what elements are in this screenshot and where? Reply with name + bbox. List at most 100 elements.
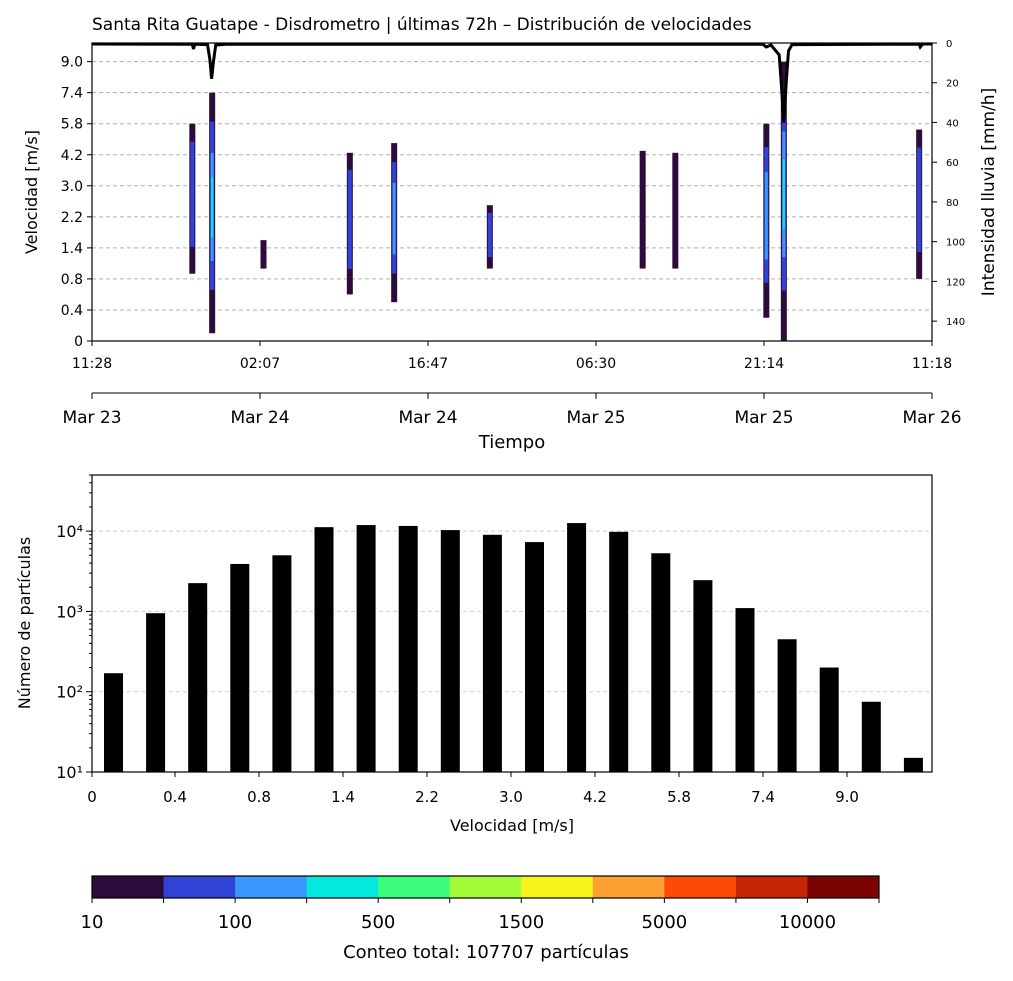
speed-bar: [146, 613, 166, 772]
right-tick-label: 60: [946, 158, 959, 169]
bottom-xlabel: Velocidad [m/s]: [450, 816, 574, 835]
top-y-tick-label: 3.0: [61, 179, 83, 195]
colorbar-swatch: [735, 876, 808, 898]
date-tick-label: Mar 24: [398, 408, 457, 428]
speed-event-peak: [211, 176, 214, 238]
top-y-tick-label: 5.8: [61, 117, 83, 133]
top-y-tick-label: 2.2: [61, 210, 83, 226]
colorbar-label: 10: [81, 912, 104, 933]
bottom-x-axis: 0 0.4 0.8 1.4 2.2 3.0 4.2 5.8 7.4 9.0: [87, 772, 859, 806]
top-y-tick-label: 1.4: [61, 241, 83, 257]
colorbar-swatch: [378, 876, 451, 898]
top-plot-frame: [91, 42, 933, 342]
speed-bar: [903, 757, 923, 772]
colorbar-label: 100: [218, 912, 252, 933]
speed-event-base: [672, 152, 679, 269]
right-tick-label: 20: [946, 79, 959, 90]
speed-bar: [272, 555, 292, 772]
speed-bar: [482, 534, 502, 772]
date-tick-label: Mar 26: [902, 408, 961, 428]
bottom-x-tick-label: 5.8: [667, 788, 691, 806]
speed-events: [189, 61, 923, 341]
right-tick-label: 40: [946, 118, 959, 129]
speed-bar: [651, 553, 671, 772]
colorbar-swatch: [235, 876, 308, 898]
speed-event-peak: [782, 159, 785, 230]
speed-event-base: [639, 150, 646, 269]
date-tick-label: Mar 25: [734, 408, 793, 428]
speed-bar: [693, 580, 713, 772]
bottom-grid: [92, 530, 932, 693]
colorbar-swatch: [807, 876, 880, 898]
top-y-tick-label: 0.4: [61, 303, 83, 319]
colorbar-swatch: [521, 876, 594, 898]
bottom-y-tick-label: 10⁴: [56, 522, 83, 541]
speed-bar: [314, 527, 334, 772]
date-tick-label: Mar 24: [230, 408, 289, 428]
speed-bar: [525, 542, 544, 772]
colorbar-frame: [91, 875, 880, 899]
speed-bar: [609, 531, 629, 772]
top-y-tick-label: 9.0: [61, 55, 83, 71]
date-tick-label: Mar 25: [566, 408, 625, 428]
colorbar: [91, 875, 880, 903]
right-tick-label: 140: [946, 317, 965, 328]
colorbar-swatch: [92, 876, 165, 898]
speed-event-core: [392, 182, 396, 255]
time-tick-label: 02:07: [240, 356, 280, 372]
colorbar-label: 500: [361, 912, 395, 933]
bottom-plot-frame: [91, 474, 933, 773]
bottom-x-tick-label: 0.4: [163, 788, 187, 806]
colorbar-label: 5000: [641, 912, 687, 933]
speed-bar: [230, 563, 250, 772]
bottom-y-axis: 10¹ 10² 10³ 10⁴: [56, 474, 92, 782]
speed-bar: [567, 523, 587, 772]
right-tick-label: 80: [946, 198, 959, 209]
speed-bar: [777, 639, 797, 772]
rain-line: [91, 42, 932, 123]
top-time-axis: 11:28 02:07 16:47 06:30 21:14 11:18: [72, 341, 952, 372]
colorbar-swatch: [449, 876, 522, 898]
colorbar-swatch: [306, 876, 379, 898]
speed-event-base: [260, 240, 267, 269]
time-tick-label: 21:14: [744, 356, 784, 372]
speed-bar: [861, 701, 881, 772]
speed-bar: [819, 667, 839, 772]
colorbar-swatch: [163, 876, 236, 898]
speed-bar: [356, 525, 376, 772]
speed-event-mid: [487, 212, 492, 258]
speed-event-core: [764, 172, 768, 260]
bottom-y-tick-label: 10³: [56, 602, 83, 621]
time-tick-label: 11:28: [72, 356, 112, 372]
top-chart-title: Santa Rita Guatape - Disdrometro | últim…: [92, 15, 752, 35]
right-tick-label: 100: [946, 238, 965, 249]
bottom-x-tick-label: 7.4: [751, 788, 775, 806]
top-ylabel-right: Intensidad lluvia [mm/h]: [979, 88, 999, 296]
bottom-x-tick-label: 0.8: [247, 788, 271, 806]
speed-event-mid: [347, 169, 352, 269]
top-y-tick-label: 0.8: [61, 272, 83, 288]
speed-event-mid: [917, 147, 922, 253]
colorbar-label: 10000: [779, 912, 836, 933]
speed-bar: [735, 608, 755, 772]
top-grid: [92, 61, 932, 311]
bottom-ylabel: Número de partículas: [15, 537, 34, 710]
bottom-x-tick-label: 3.0: [499, 788, 523, 806]
speed-bars: [104, 523, 923, 772]
colorbar-swatch: [664, 876, 737, 898]
bottom-x-tick-label: 2.2: [415, 788, 439, 806]
top-y-tick-label: 7.4: [61, 86, 83, 102]
top-y-tick-label: 0: [74, 334, 83, 350]
colorbar-label: 1500: [498, 912, 544, 933]
bottom-x-tick-label: 1.4: [331, 788, 355, 806]
top-y-axis: 0 0.4 0.8 1.4 2.2 3.0 4.2 5.8 7.4 9.0: [61, 55, 92, 350]
bottom-y-tick-label: 10²: [56, 683, 83, 702]
time-tick-label: 06:30: [576, 356, 616, 372]
rain-intensity-line: [91, 42, 932, 123]
date-tick-label: Mar 23: [62, 408, 121, 428]
speed-bar: [440, 530, 460, 772]
right-tick-label: 120: [946, 277, 965, 288]
time-tick-label: 16:47: [408, 356, 448, 372]
date-axis: Mar 23 Mar 24 Mar 24 Mar 25 Mar 25 Mar 26: [62, 393, 962, 428]
